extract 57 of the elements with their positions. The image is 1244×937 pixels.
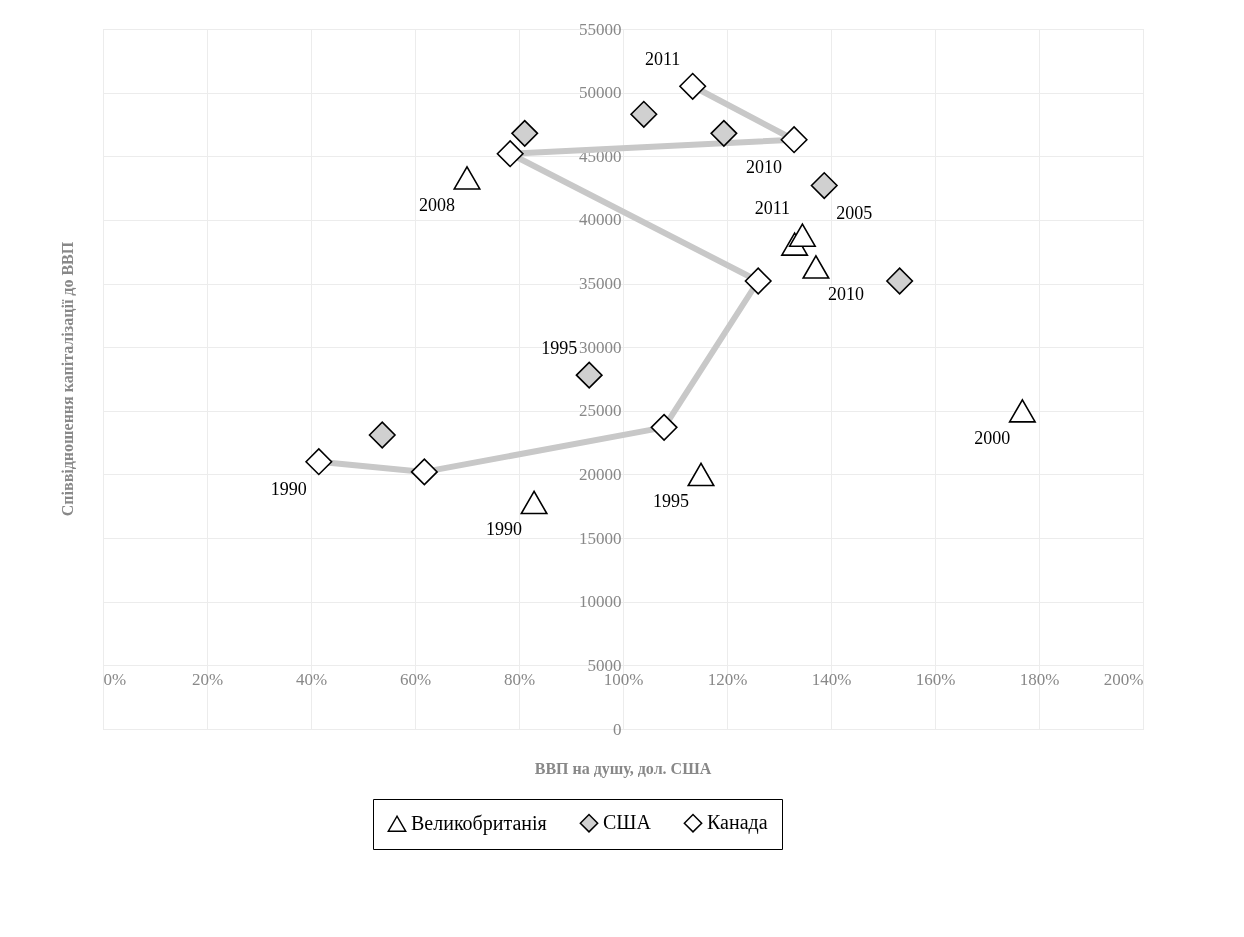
y-tick-label: 25000	[579, 401, 622, 421]
x-tick-label: 80%	[503, 669, 536, 689]
annotation: 1990	[486, 519, 523, 540]
point	[630, 100, 658, 128]
point	[368, 421, 396, 449]
y-tick-label: 35000	[579, 274, 622, 294]
point	[687, 462, 715, 487]
x-tick-label: 200%	[1103, 669, 1144, 689]
x-tick-label: 40%	[295, 669, 328, 689]
point	[679, 72, 707, 100]
point	[520, 490, 548, 515]
x-tick-label: 140%	[811, 669, 852, 689]
point	[650, 413, 678, 441]
x-tick-label: 180%	[1019, 669, 1060, 689]
point	[810, 172, 838, 200]
annotation: 2010	[827, 284, 864, 304]
point	[886, 267, 914, 295]
y-tick-label: 0	[613, 719, 622, 739]
y-tick-label: 15000	[579, 528, 622, 548]
annotation: 2008	[419, 194, 455, 215]
point	[511, 119, 539, 147]
annotation: 2011	[645, 49, 681, 70]
point	[802, 255, 830, 279]
point	[496, 140, 524, 168]
point	[453, 166, 481, 190]
x-tick-label: 60%	[399, 669, 432, 689]
y-tick-label: 20000	[579, 464, 622, 484]
point	[780, 126, 808, 154]
legend-label: Великобританія	[411, 811, 547, 835]
legend-label: США	[603, 811, 652, 834]
x-axis-title: ВВП на душу, дол. США	[534, 760, 712, 778]
point	[410, 458, 438, 486]
y-tick-label: 10000	[579, 592, 622, 612]
point	[744, 267, 772, 295]
point	[788, 223, 816, 248]
point	[1008, 398, 1036, 423]
y-tick-label: 40000	[579, 210, 622, 230]
x-tick-label: 0%	[103, 669, 127, 689]
point	[575, 361, 603, 389]
x-tick-label: 120%	[707, 669, 748, 689]
x-tick-label: 160%	[915, 669, 956, 689]
annotation: 2010	[746, 156, 783, 177]
annotation: 2005	[836, 202, 873, 223]
y-tick-label: 50000	[579, 83, 622, 103]
y-tick-label: 30000	[579, 337, 622, 357]
point	[710, 119, 738, 147]
annotation: 1995	[653, 491, 689, 512]
legend-label: Канада	[707, 811, 768, 835]
point	[305, 448, 333, 476]
annotation: 2000	[974, 427, 1011, 448]
y-axis-title: Співвідношення капіталізації до ВВП	[59, 241, 76, 517]
x-tick-label: 20%	[191, 669, 224, 689]
y-tick-label: 5000	[587, 655, 622, 675]
y-tick-label: 55000	[579, 19, 622, 39]
annotation: 1995	[541, 338, 578, 359]
annotation: 2011	[754, 198, 791, 219]
annotation: 1990	[270, 478, 307, 499]
